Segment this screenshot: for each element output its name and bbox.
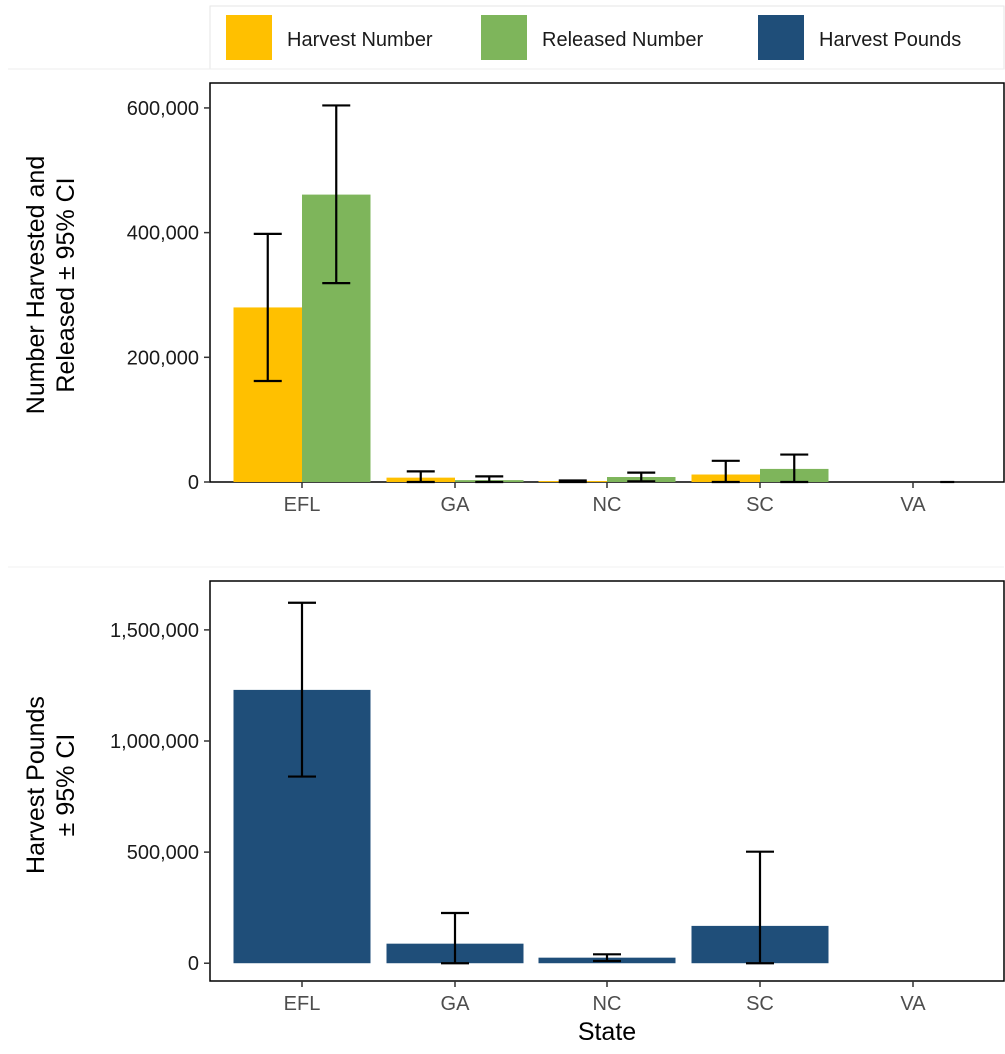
legend-label-harvest-number: Harvest Number xyxy=(287,29,433,51)
y-tick-label-pounds-3: 1,500,000 xyxy=(110,620,199,642)
x-tick-label-number-nc: NC xyxy=(593,494,622,516)
panel-number-bars xyxy=(233,194,829,483)
panel-pounds: 0 500,000 1,000,000 1,500,000 EFL GA NC SC VA H… xyxy=(22,580,1005,1046)
legend: Harvest Number Released Number Harvest P… xyxy=(209,5,1005,70)
x-tick-label-number-ga: GA xyxy=(441,494,471,516)
error-bar-harvest-pounds-nc xyxy=(593,953,621,963)
legend-box xyxy=(209,5,1005,70)
x-tick-label-number-va: VA xyxy=(900,494,926,516)
y-tick-label-number-2: 400,000 xyxy=(127,223,199,245)
legend-label-harvest-pounds: Harvest Pounds xyxy=(819,29,961,51)
legend-key-harvest-pounds xyxy=(758,15,804,60)
error-bar-harvest-pounds-ga xyxy=(441,911,469,965)
panel-number-y-title-line2: Released ± 95% CI xyxy=(52,177,80,392)
x-tick-label-number-efl: EFL xyxy=(284,494,321,516)
error-bar-released-number-efl xyxy=(322,104,351,285)
panel-number-error-bars xyxy=(253,104,955,484)
panel-pounds-x-ticks: EFL GA NC SC VA xyxy=(284,981,926,1015)
panel-pounds-y-title-line2: ± 95% CI xyxy=(52,734,80,837)
error-bar-released-number-nc xyxy=(627,471,656,483)
panel-pounds-bars xyxy=(233,689,829,964)
panel-pounds-error-bars xyxy=(288,601,774,965)
error-bar-harvest-pounds-efl xyxy=(288,601,316,778)
x-tick-label-number-sc: SC xyxy=(746,494,774,516)
error-bar-harvest-pounds-sc xyxy=(746,850,774,965)
panel-pounds-y-title-line1: Harvest Pounds xyxy=(22,696,50,874)
x-tick-label-pounds-sc: SC xyxy=(746,993,774,1015)
panel-number-x-ticks: EFL GA NC SC VA xyxy=(284,482,926,516)
y-tick-label-pounds-0: 0 xyxy=(188,953,199,975)
legend-key-released-number xyxy=(481,15,527,60)
error-bar-harvest-number-ga xyxy=(406,470,435,484)
error-bar-harvest-number-nc xyxy=(558,479,587,484)
error-bar-harvest-number-efl xyxy=(253,232,282,383)
legend-label-released-number: Released Number xyxy=(542,29,704,51)
x-tick-label-pounds-ga: GA xyxy=(441,993,471,1015)
y-tick-label-pounds-1: 500,000 xyxy=(127,842,199,864)
y-tick-label-number-1: 200,000 xyxy=(127,347,199,369)
error-bar-released-number-sc xyxy=(780,453,809,484)
y-tick-label-number-0: 0 xyxy=(188,472,199,494)
x-tick-label-pounds-efl: EFL xyxy=(284,993,321,1015)
panel-number-y-title-line1: Number Harvested and xyxy=(22,156,50,414)
y-tick-label-number-3: 600,000 xyxy=(127,98,199,120)
panel-number-y-ticks: 0 200,000 400,000 600,000 xyxy=(127,98,210,494)
legend-key-harvest-number xyxy=(226,15,272,60)
x-axis-title: State xyxy=(578,1018,636,1046)
x-tick-label-pounds-va: VA xyxy=(900,993,926,1015)
error-bar-released-number-ga xyxy=(475,475,504,484)
panel-pounds-y-ticks: 0 500,000 1,000,000 1,500,000 xyxy=(110,620,210,975)
x-tick-label-pounds-nc: NC xyxy=(593,993,622,1015)
error-bar-harvest-number-sc xyxy=(711,459,740,484)
y-tick-label-pounds-2: 1,000,000 xyxy=(110,731,199,753)
panel-number: 0 200,000 400,000 600,000 EFL GA NC SC VA Numbe… xyxy=(22,82,1005,516)
